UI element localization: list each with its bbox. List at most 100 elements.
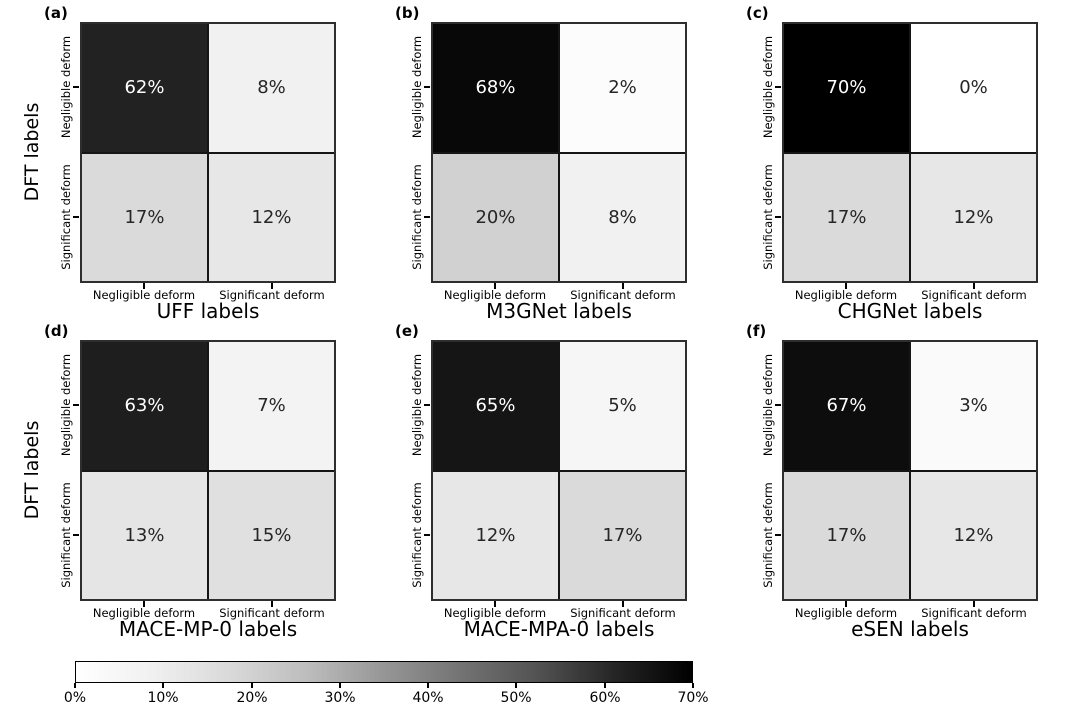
cell-value: 5% — [608, 395, 637, 417]
matrix-cell: 12% — [911, 153, 1036, 281]
y-tick-mark — [424, 404, 430, 406]
matrix-cell: 3% — [911, 342, 1036, 470]
colorbar-tick-label: 30% — [324, 690, 356, 706]
matrix-cell: 17% — [82, 153, 207, 281]
y-tick-mark — [73, 86, 79, 88]
y-tick-mark — [775, 534, 781, 536]
col-tick-label: Negligible deform — [794, 288, 898, 302]
matrix-cell: 12% — [911, 471, 1036, 599]
colorbar-tick-mark — [251, 683, 253, 688]
matrix-cell: 12% — [433, 471, 558, 599]
cell-value: 0% — [959, 77, 988, 99]
x-tick-mark — [271, 283, 273, 289]
matrix-cell: 65% — [433, 342, 558, 470]
heatmap-grid: 67% 3% 17% 12% — [782, 340, 1038, 601]
row-tick-label: Negligible deform — [410, 353, 424, 457]
x-tick-mark — [622, 601, 624, 607]
cell-value: 17% — [124, 206, 165, 228]
y-tick-mark — [73, 534, 79, 536]
panel-mace-mp-0: (d) DFT labels Negligible deform Signifi… — [0, 318, 350, 641]
col-tick-label: Negligible deform — [443, 288, 547, 302]
matrix-cell: 17% — [784, 471, 909, 599]
colorbar-tick-mark — [162, 683, 164, 688]
col-tick-label: Significant deform — [570, 606, 676, 620]
panel-esen: (f) Negligible deform Significant deform… — [702, 318, 1052, 641]
x-tick-mark — [143, 601, 145, 607]
y-axis-label: DFT labels — [21, 420, 43, 520]
heatmap-grid: 68% 2% 20% 8% — [431, 22, 687, 283]
cell-value: 17% — [602, 524, 643, 546]
col-tick-label: Negligible deform — [92, 288, 196, 302]
y-tick-mark — [775, 86, 781, 88]
cell-value: 70% — [826, 77, 867, 99]
row-tick-label: Significant deform — [761, 164, 775, 270]
cell-value: 12% — [953, 206, 994, 228]
x-tick-mark — [271, 601, 273, 607]
row-tick-label: Negligible deform — [59, 353, 73, 457]
col-tick-label: Significant deform — [219, 288, 325, 302]
colorbar-tick-mark — [74, 683, 76, 688]
panel-mace-mpa-0: (e) Negligible deform Significant deform… — [351, 318, 701, 641]
colorbar-tick-mark — [692, 683, 694, 688]
matrix-cell: 70% — [784, 24, 909, 152]
colorbar-tick-label: 20% — [236, 690, 268, 706]
matrix-cell: 7% — [209, 342, 334, 470]
cell-value: 20% — [475, 206, 516, 228]
colorbar-tick-mark — [604, 683, 606, 688]
col-tick-label: Significant deform — [570, 288, 676, 302]
colorbar-tick-mark — [339, 683, 341, 688]
panel-letter: (e) — [395, 322, 419, 340]
matrix-cell: 5% — [560, 342, 685, 470]
x-tick-mark — [622, 283, 624, 289]
matrix-cell: 67% — [784, 342, 909, 470]
panel-title: MACE-MP-0 labels — [118, 617, 298, 641]
cell-value: 12% — [953, 524, 994, 546]
matrix-cell: 63% — [82, 342, 207, 470]
colorbar-tick-label: 40% — [412, 690, 444, 706]
cell-value: 8% — [608, 206, 637, 228]
cell-value: 17% — [826, 206, 867, 228]
matrix-cell: 8% — [560, 153, 685, 281]
matrix-cell: 17% — [784, 153, 909, 281]
cell-value: 63% — [124, 395, 165, 417]
panel-letter: (c) — [746, 4, 769, 22]
matrix-cell: 12% — [209, 153, 334, 281]
matrix-cell: 17% — [560, 471, 685, 599]
cell-value: 67% — [826, 395, 867, 417]
row-tick-label: Significant deform — [410, 164, 424, 270]
row-tick-label: Significant deform — [761, 482, 775, 588]
cell-value: 8% — [257, 77, 286, 99]
cell-value: 12% — [251, 206, 292, 228]
matrix-cell: 20% — [433, 153, 558, 281]
cell-value: 15% — [251, 524, 292, 546]
y-tick-mark — [424, 534, 430, 536]
colorbar-tick-label: 50% — [500, 690, 532, 706]
heatmap-grid: 63% 7% 13% 15% — [80, 340, 336, 601]
row-tick-label: Negligible deform — [410, 35, 424, 139]
cell-value: 7% — [257, 395, 286, 417]
cell-value: 17% — [826, 524, 867, 546]
heatmap-grid: 65% 5% 12% 17% — [431, 340, 687, 601]
panel-letter: (d) — [44, 322, 69, 340]
cell-value: 2% — [608, 77, 637, 99]
panel-letter: (f) — [746, 322, 767, 340]
col-tick-label: Negligible deform — [92, 606, 196, 620]
x-tick-mark — [143, 283, 145, 289]
y-tick-mark — [775, 404, 781, 406]
y-tick-mark — [424, 216, 430, 218]
row-tick-label: Significant deform — [59, 482, 73, 588]
y-tick-mark — [424, 86, 430, 88]
x-tick-mark — [973, 601, 975, 607]
matrix-cell: 62% — [82, 24, 207, 152]
x-tick-mark — [845, 283, 847, 289]
row-tick-label: Negligible deform — [59, 35, 73, 139]
cell-value: 65% — [475, 395, 516, 417]
colorbar-tick-label: 0% — [63, 690, 87, 706]
panel-uff: (a) DFT labels Negligible deform Signifi… — [0, 0, 350, 323]
x-tick-mark — [845, 601, 847, 607]
colorbar-tick-mark — [515, 683, 517, 688]
y-tick-mark — [73, 216, 79, 218]
panel-m3gnet: (b) Negligible deform Significant deform… — [351, 0, 701, 323]
colorbar-gradient — [75, 661, 693, 683]
